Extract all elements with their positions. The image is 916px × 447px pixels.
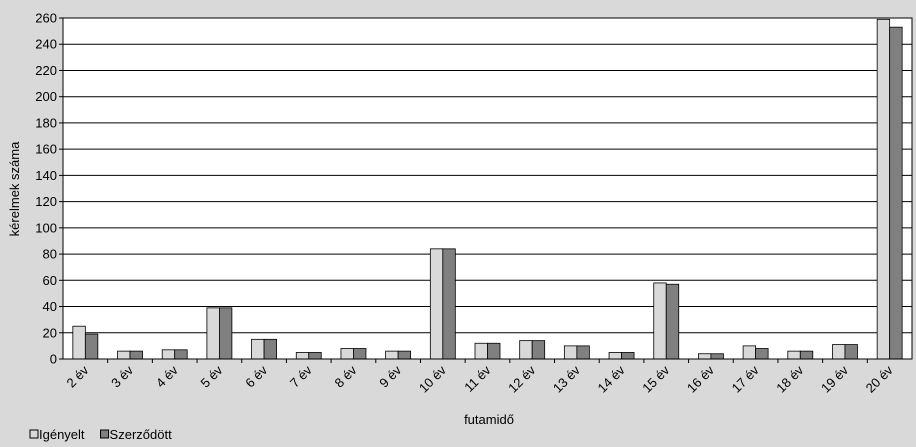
bar-igenyelt: [117, 350, 131, 360]
bar-igenyelt: [72, 325, 86, 360]
legend: Igényelt Szerződött: [29, 427, 173, 442]
x-tick-label: 9 év: [376, 362, 404, 390]
x-tick-label: 10 év: [416, 362, 449, 395]
plot-area: [63, 18, 912, 359]
y-tick-label: 140: [35, 168, 57, 183]
bar-igenyelt: [429, 248, 444, 360]
plot-border: [62, 17, 913, 360]
y-tick-labels: 0 20 40 60 80 100 120 140 160 180 200 220 240 260: [35, 11, 57, 367]
bar-szerzodott: [487, 342, 501, 360]
y-tick-label: 200: [35, 89, 57, 104]
y-tick-label: 20: [43, 325, 57, 340]
x-tick-label: 11 év: [461, 362, 494, 395]
bars: [72, 18, 903, 360]
legend-swatch: [29, 429, 39, 439]
bar-szerzodott: [531, 340, 546, 360]
bar-igenyelt: [519, 340, 533, 360]
bar-igenyelt: [161, 349, 176, 360]
x-tick-labels: 2 év 3 év 4 év 5 év 6 év 7 év 8 év 9 év 10 év 11 …: [63, 362, 896, 395]
axes: [59, 17, 913, 363]
x-tick-label: 17 év: [729, 362, 762, 395]
y-tick-label: 160: [35, 142, 57, 157]
bar-igenyelt: [295, 352, 310, 360]
x-tick-label: 2 év: [63, 362, 91, 390]
y-tick-label: 260: [35, 11, 57, 26]
gridlines: [63, 17, 912, 360]
x-tick-label: 6 év: [242, 362, 270, 390]
bar-igenyelt: [251, 338, 265, 360]
x-tick-label: 8 év: [332, 362, 360, 390]
bar-igenyelt: [608, 352, 622, 360]
bar-szerzodott: [755, 348, 769, 360]
bar-szerzodott: [174, 349, 188, 360]
y-tick-label: 60: [43, 273, 57, 288]
bar-szerzodott: [129, 350, 143, 360]
bar-szerzodott: [308, 352, 322, 360]
x-tick-label: 19 év: [818, 362, 851, 395]
y-tick-label: 120: [35, 194, 57, 209]
y-tick-label: 100: [35, 220, 57, 235]
bar-igenyelt: [832, 344, 846, 360]
x-tick-label: 18 év: [773, 362, 806, 395]
x-tick-label: 12 év: [505, 362, 538, 395]
bar-szerzodott: [397, 350, 412, 360]
bar-igenyelt: [653, 282, 667, 360]
x-tick-label: 14 év: [595, 362, 628, 395]
x-tick-label: 4 év: [153, 362, 181, 390]
y-tick-label: 80: [43, 247, 57, 262]
legend-swatch: [100, 429, 110, 439]
bar-szerzodott: [84, 333, 99, 360]
bar-szerzodott: [710, 353, 724, 360]
y-tick-label: 220: [35, 63, 57, 78]
y-tick-label: 0: [50, 352, 57, 367]
bar-igenyelt: [742, 345, 757, 360]
bar-igenyelt: [206, 307, 220, 360]
bar-igenyelt: [385, 350, 399, 360]
y-tick-label: 40: [43, 299, 57, 314]
x-tick-label: 7 év: [287, 362, 315, 390]
legend-label: Szerződött: [110, 427, 173, 442]
bar-igenyelt: [698, 353, 712, 360]
bar-igenyelt: [563, 345, 578, 360]
bar-szerzodott: [353, 348, 367, 360]
x-axis-title: futamidő: [464, 412, 514, 427]
y-tick-label: 240: [35, 37, 57, 52]
bar-szerzodott: [665, 283, 680, 360]
bar-szerzodott: [218, 307, 233, 360]
x-tick-label: 15 év: [639, 362, 672, 395]
bar-szerzodott: [263, 338, 277, 360]
y-tick-label: 180: [35, 115, 57, 130]
legend-label: Igényelt: [39, 427, 85, 442]
x-tick-label: 20 év: [863, 362, 896, 395]
bar-igenyelt: [340, 348, 354, 360]
bar-szerzodott: [576, 345, 590, 360]
y-axis-title: kérelmek száma: [7, 141, 22, 236]
x-tick-label: 5 év: [198, 362, 226, 390]
x-tick-label: 16 év: [684, 362, 717, 395]
x-tick-label: 13 év: [550, 362, 583, 395]
bar-szerzodott: [442, 248, 456, 360]
bar-igenyelt: [474, 342, 488, 360]
bar-igenyelt: [787, 350, 801, 360]
bar-szerzodott: [621, 352, 635, 360]
bar-szerzodott: [799, 350, 814, 360]
x-tick-label: 3 év: [108, 362, 136, 390]
bar-szerzodott: [844, 344, 858, 360]
bar-szerzodott: [889, 26, 903, 360]
bar-igenyelt: [876, 18, 891, 360]
